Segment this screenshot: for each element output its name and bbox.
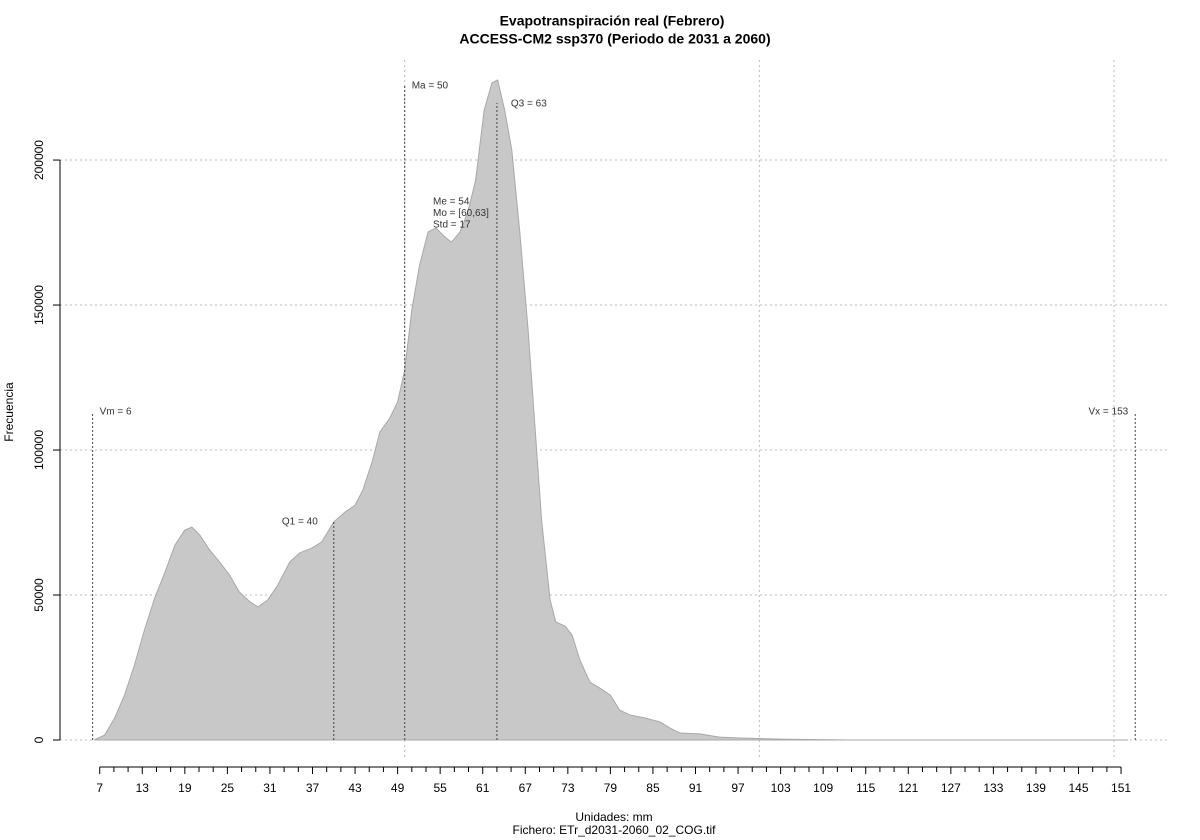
x-tick-label: 19 [178,781,192,795]
chart-title: Evapotranspiración real (Febrero) [500,13,725,29]
marker-label: Vx = 153 [1088,407,1128,418]
marker-label: Vm = 6 [100,407,132,418]
x-tick-label: 7 [96,781,103,795]
marker-label: Ma = 50 [412,81,449,92]
y-tick-label: 150000 [32,285,46,325]
x-tick-label: 97 [731,781,745,795]
x-tick-label: 13 [136,781,150,795]
caption: Fichero: ETr_d2031-2060_02_COG.tif [513,823,717,837]
x-tick-label: 127 [941,781,961,795]
y-tick-label: 200000 [32,140,46,180]
x-tick-label: 31 [263,781,277,795]
x-tick-label: 73 [561,781,575,795]
chart-subtitle: ACCESS-CM2 ssp370 (Periodo de 2031 a 206… [459,31,770,47]
marker-label: Q1 = 40 [282,517,318,528]
y-tick-label: 0 [32,736,46,743]
x-tick-label: 121 [898,781,918,795]
x-tick-label: 109 [813,781,833,795]
x-tick-label: 103 [771,781,791,795]
x-tick-label: 145 [1068,781,1088,795]
stat-label: Me = 54 [433,197,470,208]
x-tick-label: 79 [604,781,618,795]
x-axis-label: Unidades: mm [575,810,652,824]
x-tick-label: 49 [391,781,405,795]
y-axis-label: Frecuencia [2,382,16,442]
marker-label: Q3 = 63 [511,99,547,110]
x-tick-label: 67 [519,781,533,795]
stat-label: Std = 17 [433,220,471,231]
x-tick-label: 133 [983,781,1003,795]
x-tick-label: 37 [306,781,320,795]
x-tick-label: 85 [646,781,660,795]
x-tick-label: 115 [856,781,875,795]
x-tick-label: 151 [1111,781,1131,795]
y-tick-label: 100000 [32,430,46,470]
stat-label: Mo = [60,63] [433,208,489,219]
x-tick-label: 91 [689,781,703,795]
y-tick-label: 50000 [32,578,46,612]
area [93,79,1129,741]
x-tick-label: 55 [433,781,447,795]
x-tick-label: 61 [476,781,490,795]
x-tick-label: 25 [221,781,235,795]
x-tick-label: 43 [348,781,362,795]
x-tick-label: 139 [1026,781,1046,795]
